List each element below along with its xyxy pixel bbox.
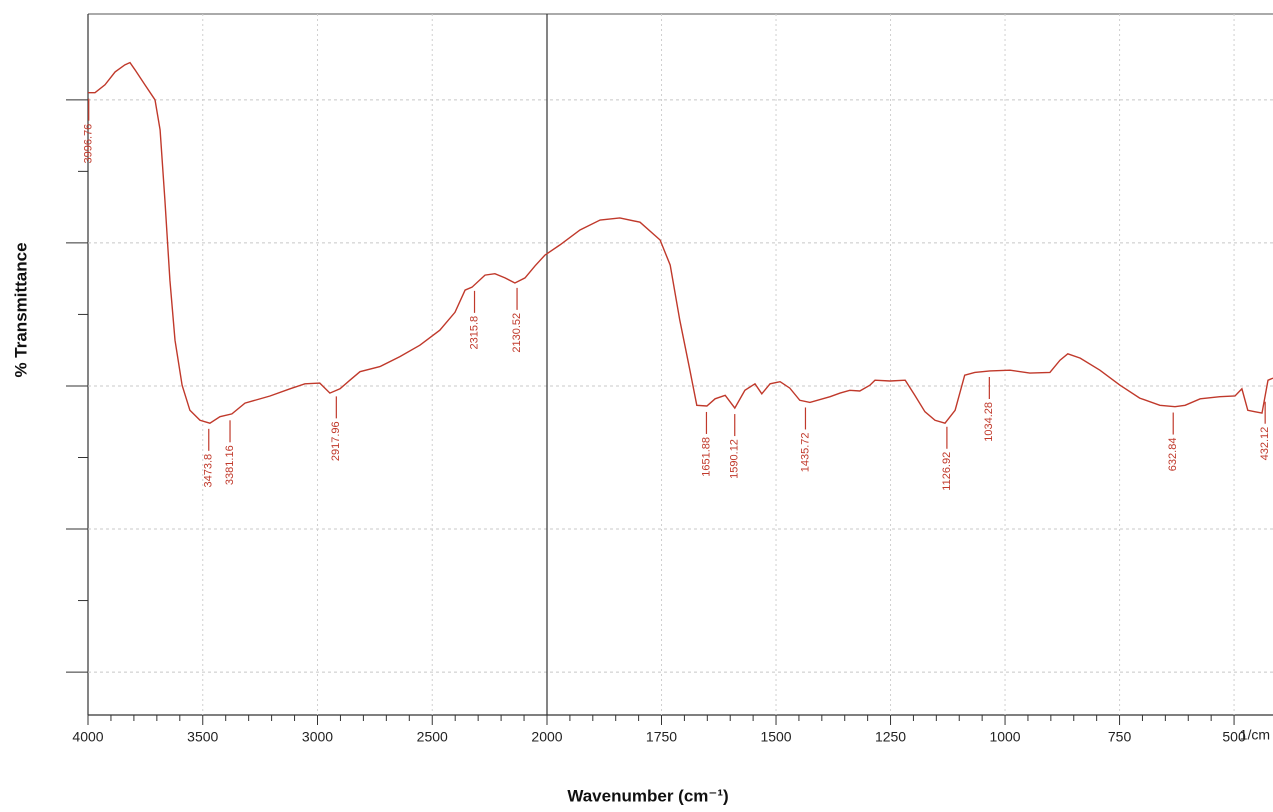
x-tick-label: 2500 [417, 729, 448, 745]
x-tick-label: 2000 [531, 729, 562, 745]
x-tick-label: 1250 [875, 729, 906, 745]
x-tick-label: 1500 [760, 729, 791, 745]
peak-label: 1034.28 [983, 402, 995, 442]
peak-label: 1651.88 [700, 437, 712, 477]
x-tick-label: 3500 [187, 729, 218, 745]
x-tick-label: 500 [1222, 729, 1246, 745]
x-axis-title: Wavenumber (cm⁻¹) [567, 786, 728, 805]
peak-label: 1590.12 [729, 439, 741, 479]
peak-label: 1126.92 [941, 452, 953, 491]
x-tick-label: 750 [1108, 729, 1132, 745]
x-tick-label: 4000 [72, 729, 103, 745]
peak-label: 3473.8 [203, 454, 215, 488]
x-tick-label: 3000 [302, 729, 333, 745]
peak-label: 3996.76 [83, 124, 95, 164]
x-unit-label: 1/cm [1240, 727, 1270, 743]
peak-label: 2917.96 [330, 421, 342, 461]
peak-label: 3381.16 [224, 445, 236, 485]
peak-label: 1435.72 [799, 432, 811, 472]
peak-label: 2130.52 [511, 313, 523, 353]
x-tick-label: 1000 [989, 729, 1020, 745]
peak-label: 2315.8 [468, 316, 480, 350]
x-tick-label: 1750 [646, 729, 677, 745]
spectrum-line [88, 61, 1273, 425]
peak-label: 432.12 [1259, 427, 1271, 461]
y-axis-title: % Transmittance [11, 242, 30, 377]
peak-label: 632.84 [1167, 438, 1179, 472]
